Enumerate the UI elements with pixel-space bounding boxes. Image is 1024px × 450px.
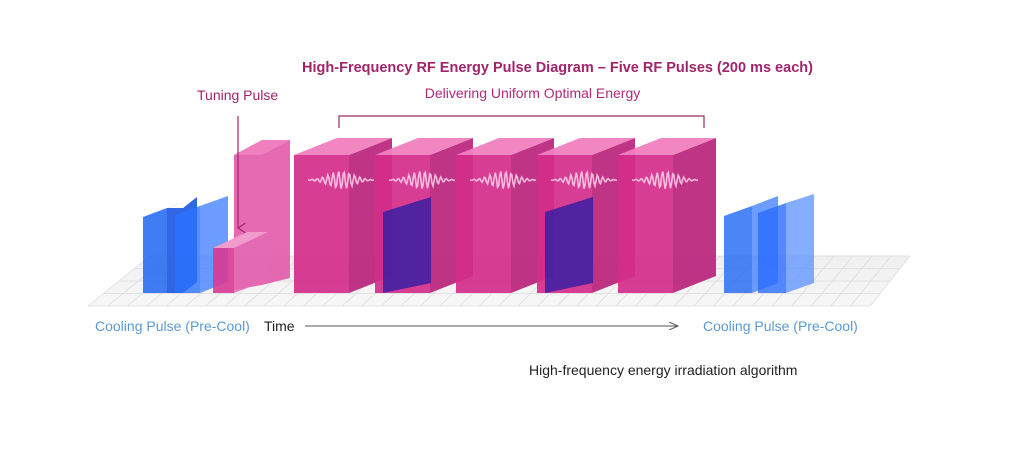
cooling-pulse-face — [175, 206, 200, 293]
rf-pulse-top — [375, 138, 473, 155]
cooling-pulse-face — [143, 208, 167, 293]
rf-inner-panel — [545, 197, 593, 293]
diagram-subtitle: Delivering Uniform Optimal Energy — [424, 85, 641, 101]
rf-pulse-5 — [618, 138, 716, 293]
rf-pulse-face — [456, 155, 511, 293]
floor-grid-line — [811, 255, 854, 307]
cooling-pulse-label-right: Cooling Pulse (Pre-Cool) — [703, 318, 858, 334]
cooling-pulse-top — [143, 197, 197, 217]
tuning-pulse — [213, 140, 290, 293]
rf-pulse-top — [456, 138, 554, 155]
floor-grid-line — [87, 255, 151, 307]
rf-waveform — [388, 170, 456, 190]
tuning-pulse-label: Tuning Pulse — [197, 87, 279, 103]
floor-grid-line — [869, 255, 911, 307]
tuning-pulse-small-top — [213, 232, 268, 248]
rf-pulse-face — [294, 155, 349, 293]
rf-pulse-top — [618, 138, 716, 155]
tuning-pulse-tall-top — [234, 140, 290, 155]
cooling-pulse-face — [758, 203, 786, 293]
rf-pulse-side — [673, 138, 716, 293]
rf-bracket — [338, 115, 705, 128]
diagram-caption: High-frequency energy irradiation algori… — [529, 362, 798, 378]
rf-waveform — [550, 170, 618, 190]
rf-waveform — [631, 170, 699, 190]
rf-pulse-top — [294, 138, 392, 155]
floor-grid-line — [850, 255, 892, 307]
cooling-pulse-face — [724, 206, 752, 293]
time-label: Time — [264, 318, 295, 334]
rf-pulse-top — [537, 138, 635, 155]
rf-waveform — [469, 170, 537, 190]
tuning-pulse-small-side — [234, 232, 268, 293]
rf-pulse-face — [618, 155, 673, 293]
floor-grid-line — [830, 255, 873, 307]
rf-inner-panel — [383, 197, 431, 293]
cooling-pulse-side — [786, 194, 814, 293]
cooling-pulse-label-left: Cooling Pulse (Pre-Cool) — [95, 318, 250, 334]
cooling-pulse-right-2 — [758, 194, 814, 293]
rf-waveform — [307, 170, 375, 190]
diagram-title: High-Frequency RF Energy Pulse Diagram –… — [302, 60, 813, 76]
rf-pulse-group — [294, 138, 716, 293]
cooling-pulse-left-2 — [175, 196, 228, 293]
tuning-pulse-small-face — [213, 248, 234, 293]
